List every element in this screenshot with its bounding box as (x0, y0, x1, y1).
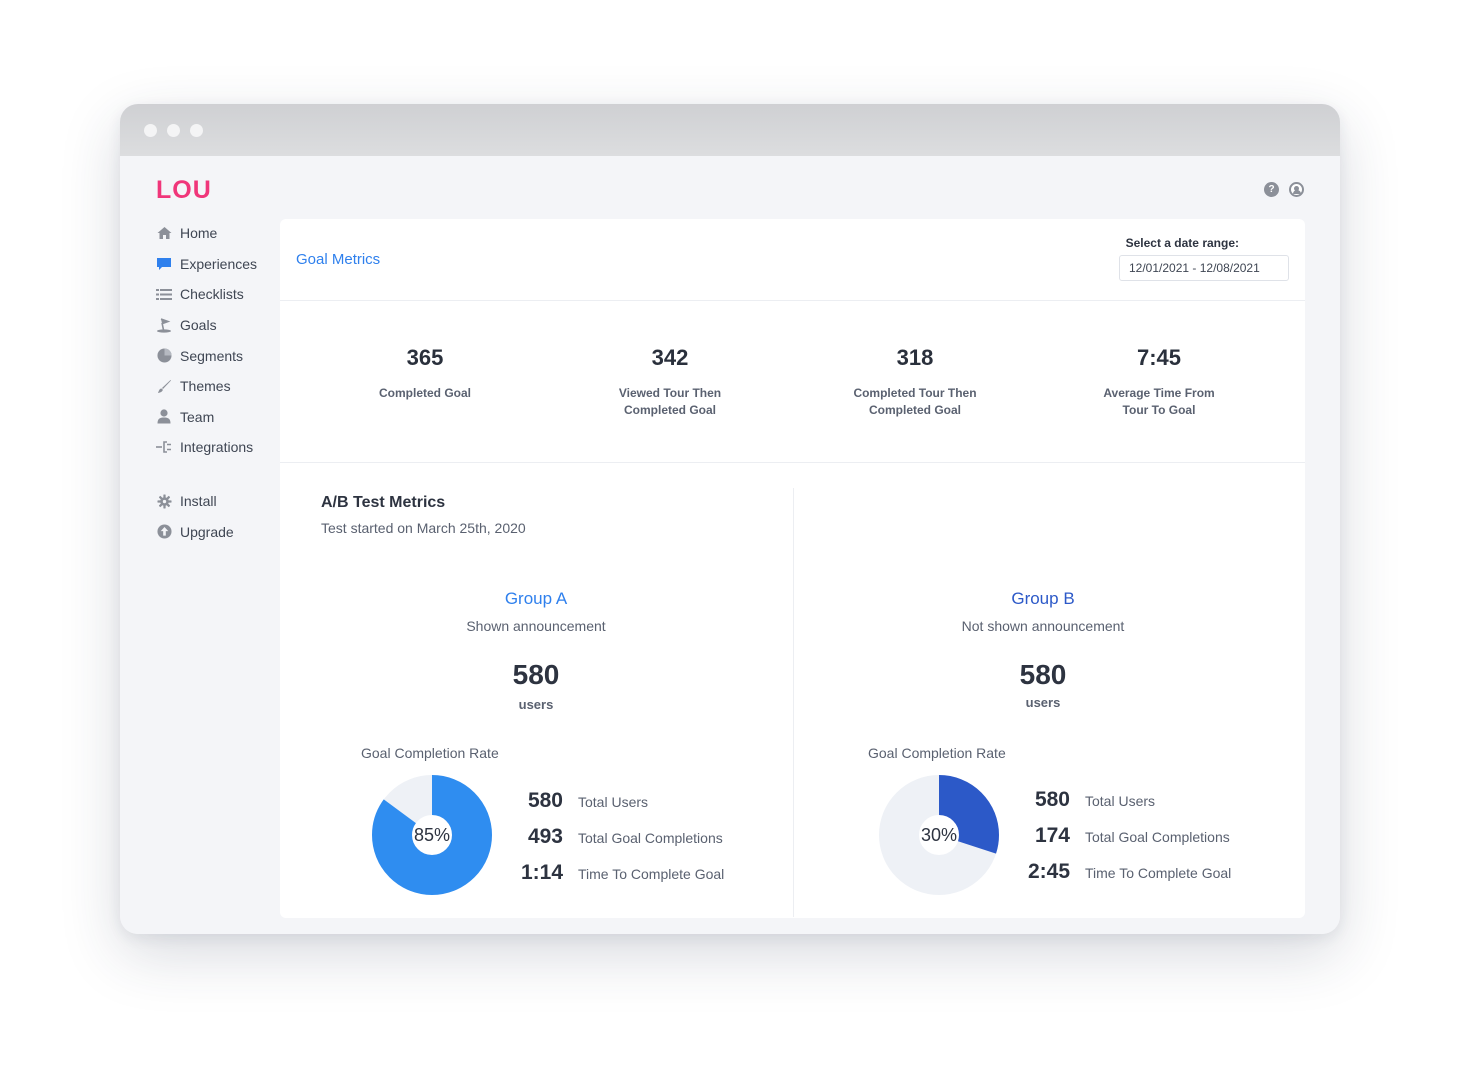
stat-average-time: 7:45 Average Time From Tour To Goal (1059, 345, 1259, 419)
metric-label: Total Goal Completions (578, 830, 723, 846)
sidebar-item-install[interactable]: Install (156, 486, 276, 517)
metric-label: Time To Complete Goal (1085, 865, 1232, 881)
metric-label: Total Users (578, 794, 649, 810)
completion-rate-donut (879, 775, 999, 895)
group-user-count-label: users (1025, 695, 1061, 710)
completion-rate-label: Goal Completion Rate (868, 745, 1006, 761)
sidebar: Home Experiences Checklists Goals (156, 218, 276, 547)
group-divider (793, 488, 794, 917)
upgrade-arrow-icon (156, 524, 172, 540)
sidebar-item-label: Checklists (180, 286, 244, 303)
completion-rate-value: 85% (413, 824, 451, 845)
group-subtitle: Shown announcement (466, 618, 606, 634)
group-a-card: Group A Shown announcement 580 users Goa… (280, 463, 792, 917)
summary-stats: 365 Completed Goal 342 Viewed Tour Then … (280, 301, 1305, 463)
completion-rate-value: 30% (920, 824, 958, 845)
ab-test-title: A/B Test Metrics (321, 494, 446, 511)
sidebar-item-integrations[interactable]: Integrations (156, 432, 276, 463)
sidebar-item-goals[interactable]: Goals (156, 310, 276, 341)
metric-total-users: 580 Total Users (1008, 788, 1298, 812)
sidebar-item-segments[interactable]: Segments (156, 340, 276, 371)
golf-flag-icon (156, 317, 172, 333)
sidebar-item-themes[interactable]: Themes (156, 371, 276, 402)
stat-value: 7:45 (1136, 345, 1182, 370)
sidebar-item-label: Themes (180, 378, 231, 395)
metric-value: 580 (527, 789, 563, 812)
list-icon (156, 286, 172, 302)
window-maximize-dot[interactable] (190, 123, 203, 137)
user-icon (156, 409, 172, 425)
sidebar-item-label: Upgrade (180, 523, 234, 540)
donut-fill (879, 775, 999, 895)
metric-label: Total Users (1085, 793, 1156, 809)
metric-label: Total Goal Completions (1085, 829, 1230, 845)
stat-label: Average Time From Tour To Goal (1103, 386, 1215, 417)
sidebar-item-experiences[interactable]: Experiences (156, 249, 276, 280)
stat-label: Viewed Tour Then Completed Goal (618, 386, 722, 417)
account-icon[interactable] (1289, 182, 1304, 197)
metric-value: 493 (527, 825, 563, 848)
sidebar-item-label: Segments (180, 347, 244, 364)
group-user-count: 580 (1019, 659, 1067, 690)
group-user-count: 580 (512, 659, 560, 690)
app-logo[interactable]: LOU (156, 176, 212, 204)
metric-time-to-complete: 1:14 Time To Complete Goal (501, 861, 791, 885)
group-title: Group A (504, 589, 568, 608)
metric-total-goal-completions: 493 Total Goal Completions (501, 825, 791, 849)
completion-rate-donut (372, 775, 492, 895)
metric-value: 1:14 (520, 861, 563, 884)
goal-metrics-panel: Goal Metrics Select a date range: 365 Co… (280, 219, 1305, 918)
chat-icon (156, 256, 172, 272)
ab-test-subtitle: Test started on March 25th, 2020 (321, 520, 526, 536)
metric-time-to-complete: 2:45 Time To Complete Goal (1008, 860, 1298, 884)
app-shell: LOU ? Home Experiences C (120, 156, 1340, 934)
group-subtitle: Not shown announcement (961, 618, 1125, 634)
stat-label: Completed Tour Then Completed Goal (853, 386, 977, 417)
window-minimize-dot[interactable] (167, 123, 180, 137)
window-titlebar (120, 104, 1340, 156)
page-title: Goal Metrics (296, 251, 381, 268)
panel-header: Goal Metrics Select a date range: (280, 219, 1305, 301)
metric-value: 2:45 (1027, 860, 1070, 883)
stat-value: 365 (406, 345, 444, 370)
metric-value: 174 (1034, 824, 1070, 847)
metric-total-goal-completions: 174 Total Goal Completions (1008, 824, 1298, 848)
ab-test-section: A/B Test Metrics Test started on March 2… (280, 463, 1305, 917)
stat-value: 318 (896, 345, 934, 370)
stat-label: Completed Goal (378, 386, 471, 400)
sidebar-item-home[interactable]: Home (156, 218, 276, 249)
group-b-card: Group B Not shown announcement 580 users… (787, 463, 1299, 917)
sidebar-item-label: Home (180, 225, 218, 242)
sidebar-item-team[interactable]: Team (156, 402, 276, 433)
group-title: Group B (1011, 589, 1075, 608)
sidebar-item-upgrade[interactable]: Upgrade (156, 516, 276, 547)
top-icons: ? (1264, 182, 1304, 197)
completion-rate-label: Goal Completion Rate (361, 745, 499, 761)
date-range-input[interactable] (1119, 255, 1289, 281)
sidebar-item-label: Experiences (180, 255, 258, 272)
plug-icon (156, 439, 172, 455)
sidebar-item-checklists[interactable]: Checklists (156, 279, 276, 310)
stat-completed-tour-completed-goal: 318 Completed Tour Then Completed Goal (815, 345, 1015, 419)
stat-value: 342 (651, 345, 689, 370)
help-icon[interactable]: ? (1264, 182, 1279, 197)
browser-window: LOU ? Home Experiences C (120, 104, 1340, 934)
donut-fill (372, 775, 492, 895)
metric-value: 580 (1034, 788, 1070, 811)
sidebar-item-label: Integrations (180, 439, 254, 456)
date-range-label: Select a date range: (1125, 236, 1239, 250)
sidebar-item-label: Goals (180, 317, 217, 334)
brush-icon (156, 378, 172, 394)
metric-label: Time To Complete Goal (578, 866, 725, 882)
pie-chart-icon (156, 348, 172, 364)
window-close-dot[interactable] (144, 123, 157, 137)
gear-icon (156, 493, 172, 509)
group-user-count-label: users (518, 697, 554, 712)
stat-viewed-tour-completed-goal: 342 Viewed Tour Then Completed Goal (570, 345, 770, 419)
home-icon (156, 225, 172, 241)
sidebar-item-label: Team (180, 408, 215, 425)
stat-completed-goal: 365 Completed Goal (325, 345, 525, 402)
sidebar-item-label: Install (180, 493, 217, 510)
metric-total-users: 580 Total Users (501, 789, 791, 813)
